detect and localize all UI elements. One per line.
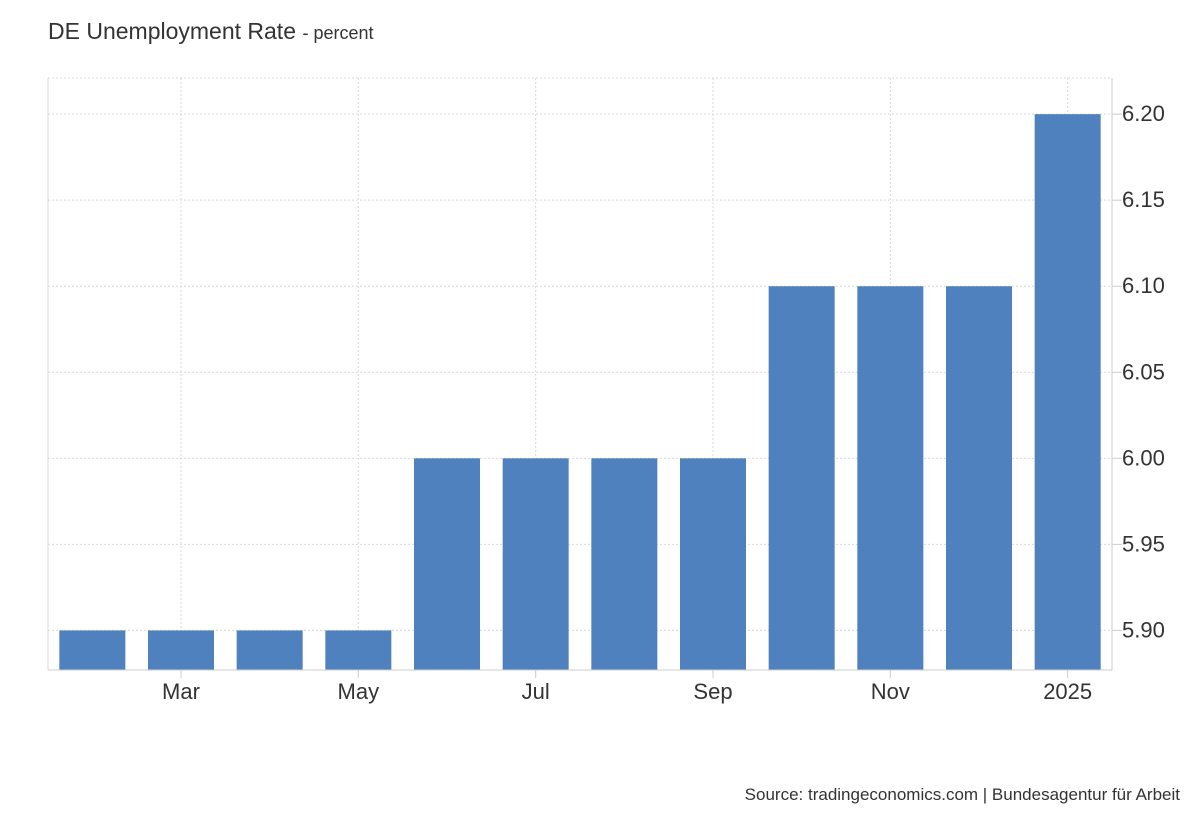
bar-mar — [148, 630, 214, 670]
bar-may — [325, 630, 392, 670]
source-note: Source: tradingeconomics.com | Bundesage… — [744, 785, 1180, 804]
bar-feb — [59, 630, 126, 670]
x-tick-label: Sep — [693, 679, 732, 704]
bar-aug — [591, 458, 658, 670]
y-tick-label: 6.10 — [1122, 273, 1165, 298]
bar-jul — [502, 458, 569, 670]
bar-2025 — [1034, 114, 1101, 671]
y-tick-label: 6.00 — [1122, 445, 1165, 470]
x-tick-label: May — [338, 679, 380, 704]
chart-title: DE Unemployment Rate - percent — [48, 18, 374, 45]
bar-dec — [946, 286, 1012, 670]
x-tick-label: Mar — [162, 679, 200, 704]
bar-jun — [414, 458, 480, 670]
y-tick-label: 6.05 — [1122, 359, 1165, 384]
y-tick-label: 6.15 — [1122, 187, 1165, 212]
y-tick-label: 6.20 — [1122, 101, 1165, 126]
bar-sep — [680, 458, 746, 670]
y-tick-label: 5.95 — [1122, 531, 1165, 556]
bar-oct — [768, 286, 835, 670]
x-tick-label: Jul — [522, 679, 550, 704]
bar-apr — [236, 630, 303, 670]
y-tick-label: 5.90 — [1122, 617, 1165, 642]
chart-title-unit: - percent — [302, 23, 374, 43]
x-tick-label: Nov — [871, 679, 910, 704]
bar-nov — [857, 286, 924, 670]
x-tick-label: 2025 — [1043, 679, 1092, 704]
chart-title-main: DE Unemployment Rate — [48, 18, 296, 44]
